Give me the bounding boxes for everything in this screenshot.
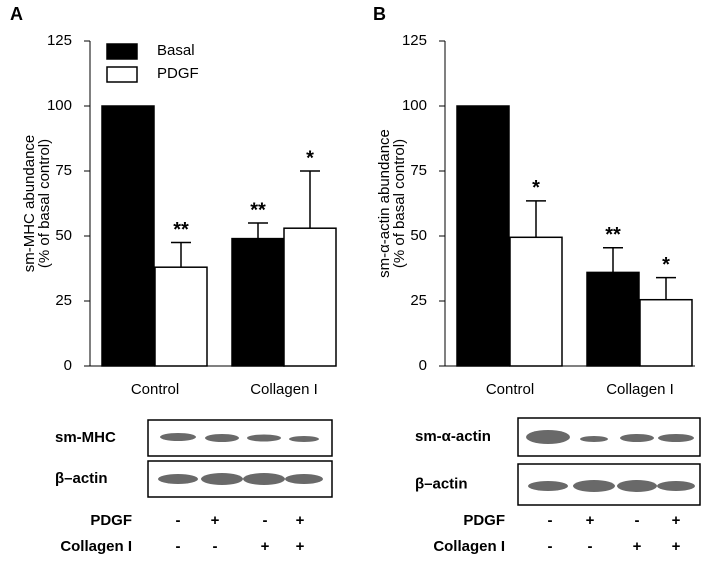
band xyxy=(620,434,654,442)
legend-label: PDGF xyxy=(157,65,199,82)
y-axis-label: (% of basal control) xyxy=(391,139,408,268)
blot-box xyxy=(147,460,333,498)
significance: * xyxy=(532,177,540,199)
bar xyxy=(456,105,510,367)
treatment-sign: + xyxy=(211,512,220,529)
blot-box xyxy=(517,417,701,457)
y-tick-label: 0 xyxy=(64,357,72,374)
blot-row-label: sm-MHC xyxy=(55,429,116,446)
band xyxy=(160,433,196,441)
bar xyxy=(283,227,337,367)
blot-box xyxy=(147,419,333,457)
x-tick-label: Collagen I xyxy=(250,381,318,398)
band xyxy=(201,473,243,485)
band xyxy=(526,430,570,444)
bar xyxy=(639,298,693,367)
treatment-sign: + xyxy=(672,538,681,555)
y-tick-label: 25 xyxy=(55,292,72,309)
significance: * xyxy=(306,147,314,169)
blot-box xyxy=(517,463,701,506)
bar xyxy=(586,271,640,367)
y-tick-label: 75 xyxy=(55,162,72,179)
treatment-label: PDGF xyxy=(463,512,505,529)
band xyxy=(243,473,285,485)
significance: ** xyxy=(250,199,266,221)
panel-label: B xyxy=(373,4,386,24)
band xyxy=(158,474,198,484)
band xyxy=(285,474,323,484)
band xyxy=(528,481,568,491)
band xyxy=(580,436,608,442)
treatment-sign: - xyxy=(263,512,268,529)
y-tick-label: 100 xyxy=(402,97,427,114)
treatment-sign: - xyxy=(213,538,218,555)
y-tick-label: 75 xyxy=(410,162,427,179)
treatment-label: PDGF xyxy=(90,512,132,529)
treatment-sign: + xyxy=(296,538,305,555)
blot-bands xyxy=(158,430,695,492)
blot-row-label: sm-α-actin xyxy=(415,428,491,445)
significance: * xyxy=(662,254,670,276)
treatment-sign: + xyxy=(296,512,305,529)
treatment-sign: + xyxy=(586,512,595,529)
y-tick-label: 100 xyxy=(47,97,72,114)
band xyxy=(573,480,615,492)
significance: ** xyxy=(173,219,189,241)
y-tick-label: 50 xyxy=(410,227,427,244)
legend-swatch xyxy=(106,43,138,60)
y-tick-label: 25 xyxy=(410,292,427,309)
bar xyxy=(231,237,285,367)
y-tick-label: 125 xyxy=(402,32,427,49)
y-axis-label: sm-MHC abundance xyxy=(21,135,38,273)
blot-row-label: β–actin xyxy=(415,475,468,492)
band xyxy=(657,481,695,491)
significance: ** xyxy=(605,224,621,246)
treatment-label: Collagen I xyxy=(60,538,132,555)
y-axis-label: sm-α-actin abundance xyxy=(376,129,393,278)
x-tick-label: Collagen I xyxy=(606,381,674,398)
treatment-sign: - xyxy=(548,512,553,529)
band xyxy=(205,434,239,442)
y-tick-label: 125 xyxy=(47,32,72,49)
treatment-sign: - xyxy=(176,512,181,529)
y-tick-label: 0 xyxy=(419,357,427,374)
treatment-sign: + xyxy=(261,538,270,555)
band xyxy=(658,434,694,442)
treatment-sign: - xyxy=(176,538,181,555)
band xyxy=(617,480,657,492)
treatment-sign: + xyxy=(633,538,642,555)
panel-label: A xyxy=(10,4,23,24)
treatment-sign: - xyxy=(588,538,593,555)
bar xyxy=(154,266,208,367)
legend-label: Basal xyxy=(157,42,195,59)
x-tick-label: Control xyxy=(131,381,179,398)
treatment-sign: + xyxy=(672,512,681,529)
band xyxy=(247,434,281,442)
legend-swatch xyxy=(106,66,138,83)
band xyxy=(289,436,319,442)
blot-row-label: β–actin xyxy=(55,470,108,487)
y-axis-label: (% of basal control) xyxy=(36,139,53,268)
y-tick-label: 50 xyxy=(55,227,72,244)
treatment-sign: - xyxy=(548,538,553,555)
bar xyxy=(101,105,155,367)
x-tick-label: Control xyxy=(486,381,534,398)
bar xyxy=(509,236,563,367)
treatment-sign: - xyxy=(635,512,640,529)
treatment-label: Collagen I xyxy=(433,538,505,555)
